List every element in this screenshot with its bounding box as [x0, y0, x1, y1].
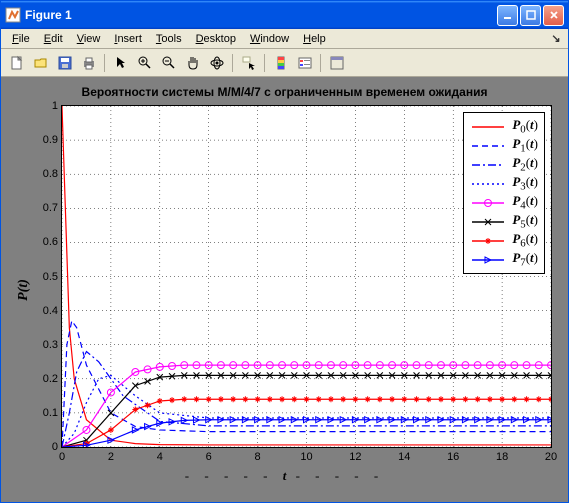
y-tick: 0.9	[43, 134, 58, 146]
x-tick: 8	[255, 451, 261, 463]
figure-canvas[interactable]: Вероятности системы M/M/4/7 с ограниченн…	[1, 77, 568, 502]
menu-file[interactable]: File	[5, 31, 37, 47]
new-button[interactable]	[5, 52, 28, 74]
menu-window[interactable]: Window	[243, 31, 296, 47]
y-tick: 0.2	[43, 373, 58, 385]
datacursor-button[interactable]	[237, 52, 260, 74]
x-tick: 0	[59, 451, 65, 463]
maximize-button[interactable]	[520, 5, 541, 26]
window-buttons	[497, 5, 564, 26]
y-tick: 0.8	[43, 168, 58, 180]
x-tick: 20	[545, 451, 557, 463]
y-tick: 0.5	[43, 271, 58, 283]
save-button[interactable]	[53, 52, 76, 74]
close-button[interactable]	[543, 5, 564, 26]
arrow-button[interactable]	[109, 52, 132, 74]
x-tick: 6	[206, 451, 212, 463]
y-tick: 1	[52, 100, 58, 112]
pan-button[interactable]	[181, 52, 204, 74]
y-tick: 0	[52, 441, 58, 453]
figure-window: Figure 1 File Edit View Insert Tools Des…	[0, 0, 569, 503]
open-button[interactable]	[29, 52, 52, 74]
x-tick: 14	[398, 451, 410, 463]
y-tick: 0.7	[43, 202, 58, 214]
x-tick: 4	[157, 451, 163, 463]
chart-title: Вероятности системы M/M/4/7 с ограниченн…	[1, 85, 568, 99]
zoom-in-button[interactable]	[133, 52, 156, 74]
x-tick: 10	[300, 451, 312, 463]
x-tick: 16	[447, 451, 459, 463]
x-axis-label: - - - - - t - - - - -	[1, 468, 568, 484]
dock-button[interactable]	[325, 52, 348, 74]
menu-help[interactable]: Help	[296, 31, 333, 47]
legend-item: P3(t)	[470, 174, 538, 193]
matlab-icon	[5, 7, 21, 23]
y-axis-label: P(t)	[16, 279, 32, 301]
y-tick: 0.6	[43, 236, 58, 248]
legend-item: P0(t)	[470, 117, 538, 136]
print-button[interactable]	[77, 52, 100, 74]
menu-view[interactable]: View	[70, 31, 108, 47]
docking-arrow-icon[interactable]: ↘	[548, 32, 564, 45]
legend-item: P6(t)	[470, 231, 538, 250]
x-tick: 18	[496, 451, 508, 463]
legend-item: P7(t)	[470, 250, 538, 269]
titlebar[interactable]: Figure 1	[1, 1, 568, 29]
colorbar-button[interactable]	[269, 52, 292, 74]
minimize-button[interactable]	[497, 5, 518, 26]
axes: P0(t)P1(t)P2(t)P3(t)P4(t)P5(t)P6(t)P7(t)…	[61, 105, 552, 448]
menu-insert[interactable]: Insert	[107, 31, 149, 47]
x-tick: 12	[349, 451, 361, 463]
x-tick: 2	[108, 451, 114, 463]
legend-item: P1(t)	[470, 136, 538, 155]
y-tick: 0.4	[43, 305, 58, 317]
legend-item: P5(t)	[470, 212, 538, 231]
y-tick: 0.3	[43, 339, 58, 351]
menu-edit[interactable]: Edit	[37, 31, 70, 47]
legend-item: P4(t)	[470, 193, 538, 212]
legend[interactable]: P0(t)P1(t)P2(t)P3(t)P4(t)P5(t)P6(t)P7(t)	[463, 112, 545, 274]
zoom-out-button[interactable]	[157, 52, 180, 74]
toolbar	[1, 49, 568, 77]
window-title: Figure 1	[25, 8, 497, 22]
menubar: File Edit View Insert Tools Desktop Wind…	[1, 29, 568, 49]
legend-button[interactable]	[293, 52, 316, 74]
y-tick: 0.1	[43, 407, 58, 419]
legend-item: P2(t)	[470, 155, 538, 174]
rotate-button[interactable]	[205, 52, 228, 74]
menu-tools[interactable]: Tools	[149, 31, 189, 47]
menu-desktop[interactable]: Desktop	[189, 31, 243, 47]
